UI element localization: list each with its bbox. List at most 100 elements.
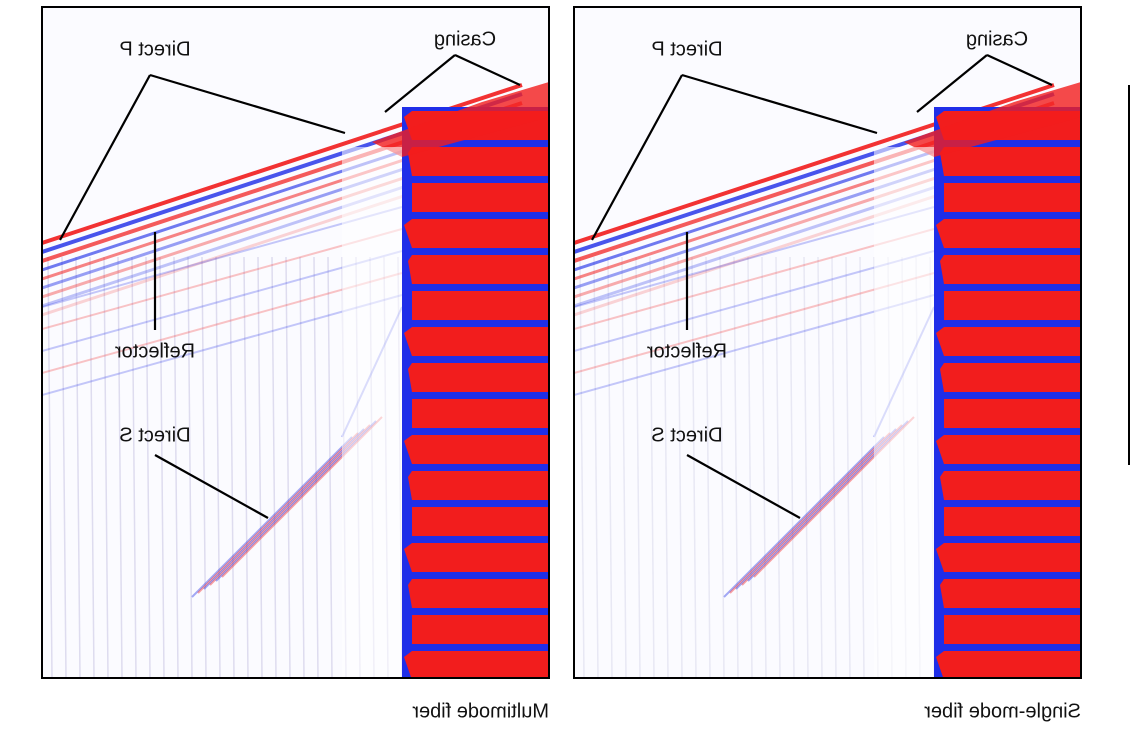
trace <box>761 256 767 678</box>
shear-band <box>723 436 885 598</box>
casing-wave <box>404 543 549 572</box>
casing-fade <box>874 147 934 678</box>
casing-wave <box>408 471 549 500</box>
trace <box>229 256 235 678</box>
panel: Direct P Casing Reflector Direct S Multimode… <box>41 6 550 722</box>
trace <box>621 256 627 678</box>
casing-wave <box>936 435 1081 464</box>
trace <box>201 256 207 678</box>
annotation: Direct S <box>119 424 190 446</box>
trace <box>831 256 837 678</box>
trace <box>89 256 95 678</box>
panel-frame <box>573 6 1082 679</box>
trace <box>257 256 263 678</box>
trace <box>75 256 81 678</box>
annotation: Direct P <box>651 38 722 60</box>
casing-wave <box>412 507 549 536</box>
casing-wave <box>940 147 1081 176</box>
trace <box>789 256 795 678</box>
casing-wave <box>412 399 549 428</box>
shear-band <box>729 432 891 594</box>
casing-wave <box>408 363 549 392</box>
casing-wave <box>412 291 549 320</box>
casing-wave <box>412 615 549 644</box>
trace <box>691 256 697 678</box>
casing-wave <box>940 471 1081 500</box>
trace <box>299 256 305 678</box>
casing-wave <box>936 651 1081 678</box>
annotation: Direct S <box>651 424 722 446</box>
annotation: Casing <box>434 28 496 50</box>
casing-wave <box>936 219 1081 248</box>
trace <box>733 256 739 678</box>
casing-wave <box>404 219 549 248</box>
trace <box>607 256 613 678</box>
trace <box>677 256 683 678</box>
trace <box>117 256 123 678</box>
trace <box>593 256 599 678</box>
leader-line <box>59 73 346 241</box>
panel: Direct P Casing Reflector Direct S Single-mo… <box>573 6 1082 722</box>
shear-band <box>191 436 353 598</box>
trace <box>145 256 151 678</box>
shear-band <box>203 428 365 590</box>
leader-line <box>686 454 801 519</box>
casing-wave <box>936 327 1081 356</box>
trace <box>243 256 249 678</box>
casing-top <box>904 82 1081 157</box>
casing-wave <box>944 291 1081 320</box>
casing-wave <box>408 147 549 176</box>
casing-wave <box>944 399 1081 428</box>
trace <box>271 256 277 678</box>
trace <box>327 256 333 678</box>
trace <box>61 256 67 678</box>
casing-wave <box>404 651 549 678</box>
annotation: Direct P <box>119 38 190 60</box>
leader-line <box>154 454 269 519</box>
casing-wave <box>404 435 549 464</box>
trace <box>719 256 725 678</box>
trace <box>285 256 291 678</box>
trace <box>159 256 165 678</box>
casing-top <box>372 82 549 157</box>
trace <box>747 256 753 678</box>
leader-line <box>916 54 1053 113</box>
trace <box>635 256 641 678</box>
leader-line <box>591 73 878 241</box>
trace <box>47 256 53 678</box>
annotation: Reflector <box>115 340 195 362</box>
trace <box>775 256 781 678</box>
casing-wave <box>412 183 549 212</box>
casing-fade <box>342 147 402 678</box>
annotation: Reflector <box>647 340 727 362</box>
annotation: Casing <box>966 28 1028 50</box>
trace <box>313 256 319 678</box>
casing-wave <box>940 579 1081 608</box>
casing-wave <box>408 255 549 284</box>
trace <box>187 256 193 678</box>
shear-band <box>197 432 359 594</box>
trace <box>103 256 109 678</box>
casing-wave <box>944 507 1081 536</box>
trace <box>845 256 851 678</box>
trace <box>131 256 137 678</box>
panel-caption: Single-mode fiber <box>924 700 1081 722</box>
trace <box>579 256 585 678</box>
casing-wave <box>940 255 1081 284</box>
panel-caption: Multimode fiber <box>412 700 549 722</box>
casing-wave <box>404 327 549 356</box>
casing-wave <box>944 183 1081 212</box>
panel-frame <box>41 6 550 679</box>
casing-wave <box>944 615 1081 644</box>
trace <box>663 256 669 678</box>
shear-band <box>735 428 897 590</box>
trace <box>817 256 823 678</box>
trace <box>649 256 655 678</box>
casing-wave <box>936 543 1081 572</box>
casing-wave <box>940 363 1081 392</box>
trace <box>859 256 865 678</box>
leader-line <box>384 54 521 113</box>
trace <box>803 256 809 678</box>
